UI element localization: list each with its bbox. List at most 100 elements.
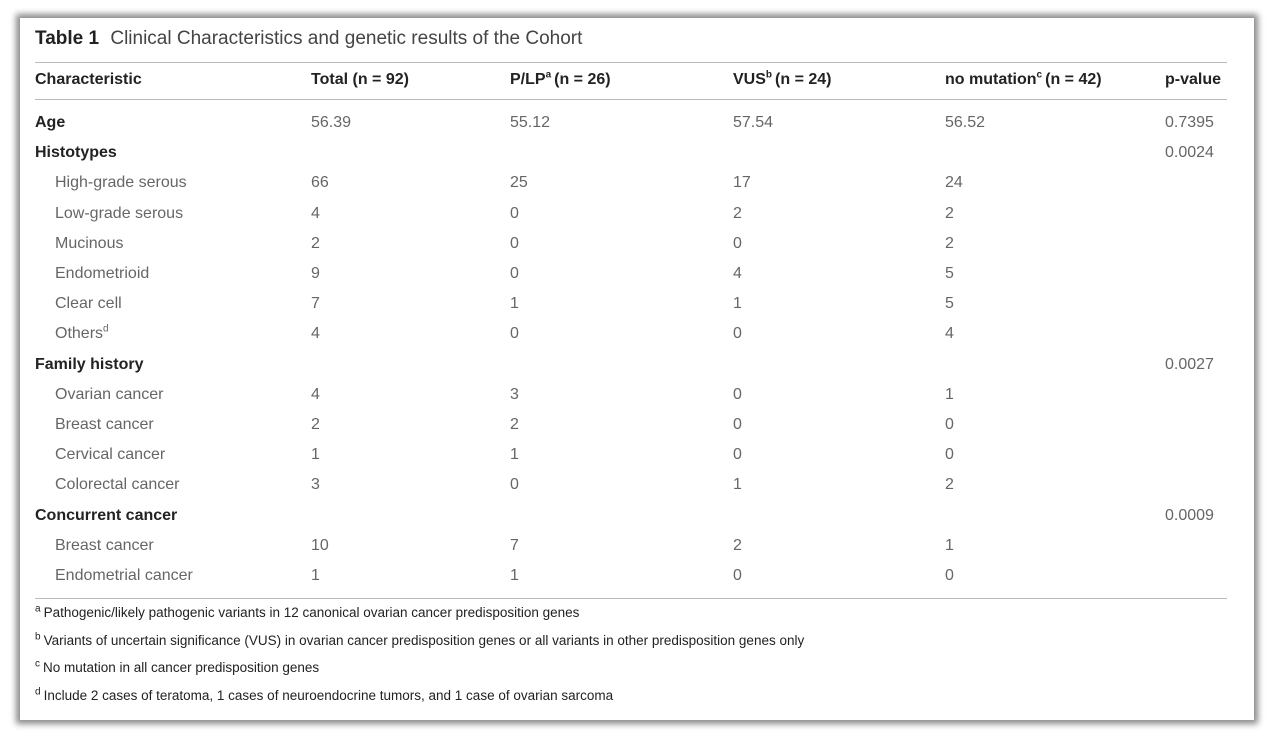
footnote-text: Variants of uncertain significance (VUS)… [43,632,805,648]
row-label-text: Cervical cancer [55,446,166,464]
header-n: (n = 24) [775,71,832,88]
table-cell: 5 [945,265,954,282]
table-cell: 9 [311,265,320,282]
header-text: Characteristic [35,71,142,88]
header-text: P/LP [510,71,546,88]
table-cell: 2 [733,536,742,554]
table-cell: 7 [510,536,519,554]
table-row: Concurrent cancer 0.0009 [20,507,1254,537]
row-label: Breast cancer [55,416,154,434]
table-row: Age 56.39 55.12 57.54 56.52 0.7395 [20,114,1254,144]
table-cell: 0 [733,385,742,403]
row-label-text: Concurrent cancer [35,506,178,524]
table-label: Table 1 [35,28,100,49]
row-label: Family history [35,356,143,374]
table-row: Mucinous 2 0 0 2 [20,235,1254,265]
table-cell: 0 [945,446,954,464]
table-cell: 1 [510,295,519,313]
table-cell: 0.0009 [1165,506,1214,524]
table-card: Table 1 Clinical Characteristics and gen… [20,18,1254,720]
row-label: Clear cell [55,295,122,313]
table-row: Othersd 4 0 0 4 [20,325,1254,355]
table-row: Family history 0.0027 [20,356,1254,386]
row-label-text: Family history [35,355,144,373]
table-cell: 0 [733,446,742,464]
table-cell: 4 [945,325,954,343]
table-cell: 4 [311,385,320,403]
row-label: Endometrial cancer [55,567,193,585]
table-cell: 2 [510,416,519,433]
footnote-text: No mutation in all cancer predisposition… [43,660,320,675]
footnote: a Pathogenic/likely pathogenic variants i… [35,603,580,620]
table-cell: 0 [510,325,519,343]
header-text: no mutation [945,71,1037,88]
table-cell: 56.39 [311,114,352,131]
row-label: Endometrioid [55,265,149,283]
table-cell: 10 [311,536,329,554]
row-label: Ovarian cancer [55,386,164,404]
table-cell: 2 [945,234,954,252]
row-label: Othersd [55,325,109,343]
table-row: Ovarian cancer 4 3 0 1 [20,386,1254,416]
table-cell: 0 [510,234,519,252]
table-cell: 3 [311,476,320,494]
footnote-mark: a [35,603,41,615]
row-label: Histotypes [35,144,117,162]
table-cell: 0 [510,476,519,494]
footnote: b Variants of uncertain significance (VUS… [35,632,805,648]
table-cell: 0 [945,416,954,433]
row-label-text: Histotypes [35,144,117,162]
row-label-text: Breast cancer [55,416,154,433]
row-label: Colorectal cancer [55,476,180,494]
row-label-text: Colorectal cancer [55,476,180,494]
table-row: Endometrioid 9 0 4 5 [20,265,1254,295]
table-cell: 24 [945,174,963,192]
column-header: no mutationc (n = 42) [945,70,1102,89]
row-label-text: Ovarian cancer [55,385,164,403]
table-cell: 1 [945,536,954,554]
table-row: Histotypes 0.0024 [20,144,1254,174]
table-row: Clear cell 7 1 1 5 [20,295,1254,325]
header-footnote-mark: a [545,69,552,81]
table-cell: 17 [733,174,751,192]
table-row: High-grade serous 66 25 17 24 [20,174,1254,204]
footnote-text: Pathogenic/likely pathogenic variants in… [43,605,580,620]
row-label: High-grade serous [55,174,187,192]
header-text: Total ( [311,71,358,88]
row-label: Cervical cancer [55,446,165,464]
table-cell: 2 [945,476,954,494]
top-rule [35,62,1227,63]
table-row: Breast cancer 10 7 2 1 [20,537,1254,567]
table-cell: 0 [510,265,519,282]
row-footnote-mark: d [103,324,109,336]
row-label-text: Low-grade serous [55,204,184,222]
table-cell: 5 [945,295,954,313]
table-cell: 57.54 [733,114,774,131]
table-cell: 2 [733,204,742,222]
table-row: Breast cancer 2 2 0 0 [20,416,1254,446]
table-cell: 0.0024 [1165,144,1214,162]
footnote: c No mutation in all cancer predispositio… [35,659,320,675]
table-cell: 1 [733,476,742,494]
table-cell: 1 [311,567,320,584]
row-label-text: Endometrioid [55,265,150,282]
header-n: (n = 42) [1045,71,1102,88]
footnote-text: Include 2 cases of teratoma, 1 cases of … [43,687,614,703]
table-cell: 0.0027 [1165,355,1214,373]
row-label-text: High-grade serous [55,174,187,192]
table-cell: 1 [945,385,954,403]
column-header: P/LPa (n = 26) [510,69,611,89]
table-cell: 0 [733,567,742,584]
row-label: Concurrent cancer [35,507,177,525]
row-label-text: Others [55,325,104,343]
table-cell: 2 [311,234,320,252]
table-cell: 3 [510,385,519,403]
row-label: Low-grade serous [55,205,183,223]
footnote: d Include 2 cases of teratoma, 1 cases of… [35,687,614,703]
table-cell: 0 [733,234,742,252]
header-footnote-mark: b [765,69,773,81]
row-label-text: Mucinous [55,234,124,252]
row-label: Breast cancer [55,537,154,555]
row-label-text: Endometrial cancer [55,567,193,584]
table-cell: 0 [733,416,742,433]
